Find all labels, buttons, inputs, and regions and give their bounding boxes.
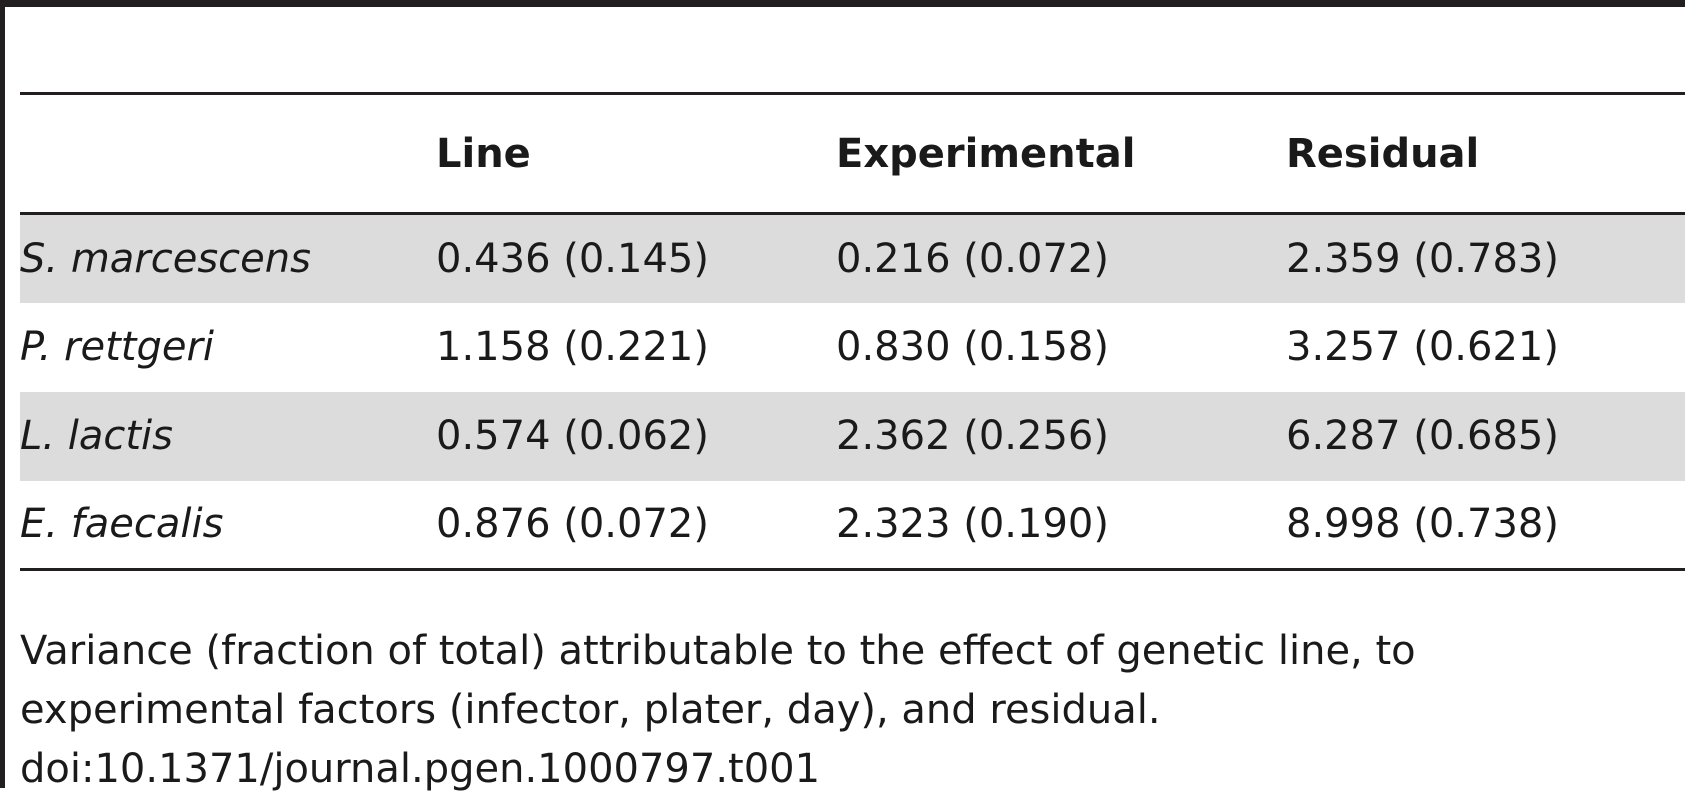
cell-residual: 8.998 (0.738): [1286, 480, 1685, 571]
left-border-rule: [0, 0, 5, 788]
cell-line: 0.574 (0.062): [436, 391, 836, 481]
cell-experimental: 0.830 (0.158): [836, 324, 1109, 370]
header-species: [20, 92, 436, 215]
table-caption: Variance (fraction of total) attributabl…: [20, 622, 1660, 799]
cell-species: E. faecalis: [20, 480, 436, 571]
table-row: P. rettgeri 1.158 (0.221) 0.830 (0.158) …: [20, 303, 1685, 392]
caption-doi: doi:10.1371/journal.pgen.1000797.t001: [20, 746, 821, 792]
table-body: S. marcescens 0.436 (0.145) 0.216 (0.072…: [20, 213, 1685, 571]
variance-table: Line Experimental Residual S. marcescens…: [20, 92, 1685, 571]
cell-line: 0.876 (0.072): [436, 480, 836, 571]
variance-table-container: Line Experimental Residual S. marcescens…: [20, 92, 1685, 571]
top-border-bar: [0, 0, 1685, 7]
table-row: L. lactis 0.574 (0.062) 2.362 (0.256) 6.…: [20, 391, 1685, 481]
table-row: E. faecalis 0.876 (0.072) 2.323 (0.190) …: [20, 480, 1685, 571]
cell-species: S. marcescens: [20, 213, 436, 303]
cell-residual: 6.287 (0.685): [1286, 391, 1685, 481]
caption-line-1: Variance (fraction of total) attributabl…: [20, 628, 1416, 674]
table-row: S. marcescens 0.436 (0.145) 0.216 (0.072…: [20, 213, 1685, 303]
header-line: Line: [436, 92, 836, 215]
cell-residual: 3.257 (0.621): [1286, 324, 1559, 370]
table-header: Line Experimental Residual: [20, 92, 1685, 215]
header-residual: Residual: [1286, 92, 1685, 215]
cell-line: 0.436 (0.145): [436, 213, 836, 303]
caption-line-2: experimental factors (infector, plater, …: [20, 687, 1161, 733]
cell-experimental: 2.323 (0.190): [836, 480, 1286, 571]
header-row: Line Experimental Residual: [20, 92, 1685, 215]
cell-species: P. rettgeri: [20, 324, 215, 370]
cell-experimental: 2.362 (0.256): [836, 391, 1286, 481]
cell-species: L. lactis: [20, 391, 436, 481]
cell-experimental: 0.216 (0.072): [836, 213, 1286, 303]
header-experimental: Experimental: [836, 92, 1286, 215]
cell-line: 1.158 (0.221): [436, 324, 709, 370]
cell-residual: 2.359 (0.783): [1286, 213, 1685, 303]
